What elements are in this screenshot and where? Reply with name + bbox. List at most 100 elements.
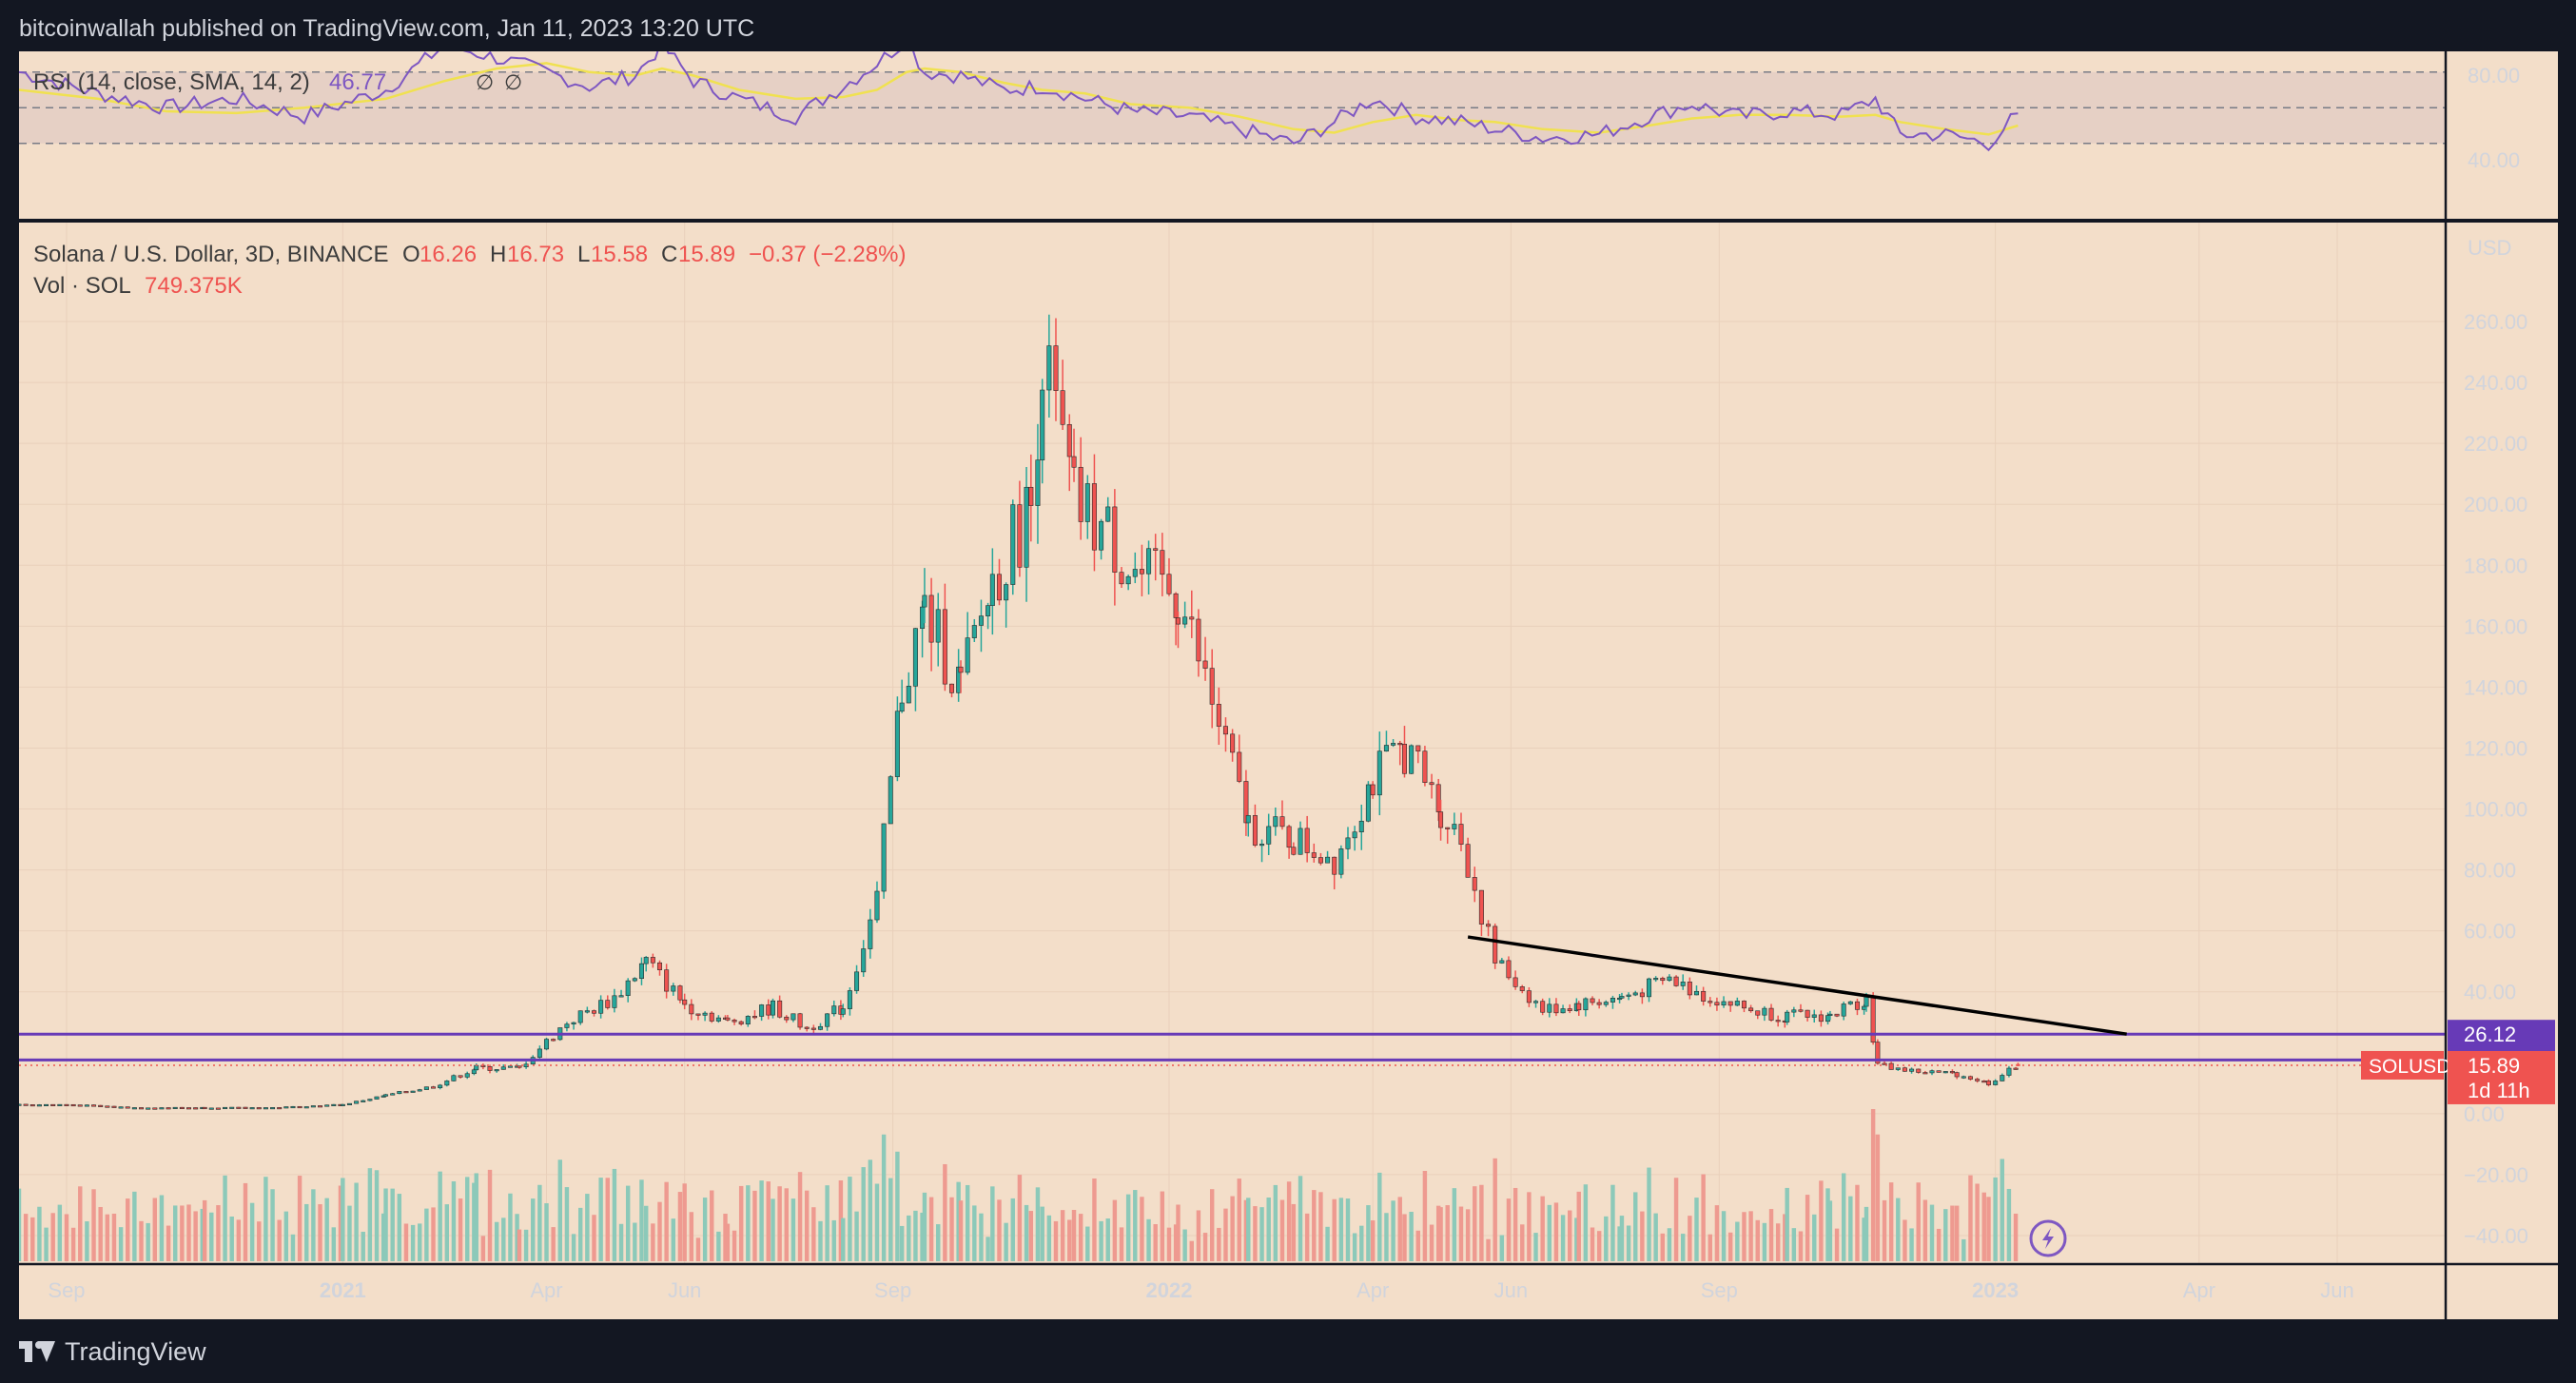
candle-body [1693,990,1700,996]
candle-body [179,1106,185,1110]
tradingview-logo[interactable]: TradingView [19,1333,206,1371]
candle-body [185,1107,192,1110]
candle-body [1017,504,1023,568]
volume-bar [958,1200,964,1261]
candle-body [1222,726,1228,735]
volume-bar [920,1212,925,1261]
candle-body [1365,784,1371,822]
volume-bar [1954,1205,1960,1261]
candle-body [777,1000,783,1018]
volume-bar [1176,1204,1181,1261]
lightning-icon[interactable] [2029,1219,2067,1257]
volume-bar [2006,1188,2012,1261]
candle-body [1942,1071,1948,1074]
candle-body [2000,1075,2005,1081]
volume-bar [263,1177,268,1261]
volume-bar [1667,1228,1672,1261]
volume-bar [341,1178,345,1261]
volume-bar [1291,1203,1297,1261]
candle-body [423,1086,429,1090]
volume-bar [1298,1176,1303,1261]
candle-body [1847,1001,1853,1004]
ohlc-legend: O 16.26 H 16.73 L 15.58 C 15.89 −0.37 (−2.28%) [402,242,906,267]
candle-body [1755,1010,1761,1016]
volume-bar [1533,1233,1538,1261]
volume-bar [324,1198,329,1261]
volume-bar [811,1207,816,1261]
volume-bar [848,1177,852,1261]
symbol-title: Solana / U.S. Dollar, 3D, BINANCE [33,242,388,267]
candle-body [84,1104,89,1107]
volume-bar [1805,1195,1810,1261]
volume-bar [1196,1210,1201,1261]
candle-body [1230,733,1236,753]
price-label: 140.00 [2464,675,2527,699]
candle-body [825,1013,830,1027]
volume-bar [1085,1226,1090,1261]
candle-body [1401,744,1408,774]
volume-bar [1429,1224,1434,1261]
candle-body [1687,982,1692,996]
candle-body [894,711,900,777]
candle-body [1091,483,1097,551]
candle-body [671,985,676,992]
volume-bar [523,1229,529,1261]
candle-body [1841,1003,1846,1017]
time-axis-label: 2023 [1972,1278,2019,1302]
candle-body [500,1066,506,1070]
volume-bar [965,1184,970,1261]
candle-body [702,1012,708,1016]
candle-body [577,1010,583,1023]
volume-bar [1916,1182,1921,1261]
candle-body [1291,847,1297,855]
candle-body [1438,811,1444,828]
candle-body [1961,1076,1966,1079]
price-label: 60.00 [2464,920,2516,944]
volume-bar [1279,1199,1285,1261]
candle-body [1727,1001,1733,1006]
volume-bar [1499,1235,1505,1261]
volume-bar [166,1225,171,1261]
candle-body [36,1104,42,1107]
volume-bar [605,1178,610,1261]
candle-body [57,1103,63,1106]
volume-bar [1576,1191,1581,1261]
candle-body [374,1096,380,1100]
volume-bar [710,1190,714,1261]
volume-bar [854,1211,859,1261]
volume-bar [1975,1183,1980,1261]
candle-body [804,1026,810,1029]
candle-body [361,1100,366,1102]
volume-bar [216,1205,221,1261]
volume-bars [19,1109,2019,1261]
candle-body [1391,743,1396,746]
candle-body [1352,831,1357,839]
candle-body [324,1104,330,1107]
volume-bar [1332,1198,1337,1261]
candle-body [1465,844,1471,878]
time-axis-label: Jun [668,1278,701,1302]
time-axis-label: 2022 [1146,1278,1193,1302]
publish-header: bitcoinwallah published on TradingView.c… [0,0,2576,51]
volume-bar [577,1207,583,1261]
price-label: 240.00 [2464,371,2527,395]
vol-value: 749.375K [145,273,243,299]
candle-body [98,1104,104,1107]
volume-bar [517,1229,522,1261]
volume-bar [956,1181,961,1261]
chart-canvas[interactable]: RSI (14, close, SMA, 14, 2) 46.77 ∅ ∅ So… [19,51,2558,1319]
time-axis-label: Apr [2183,1278,2215,1302]
volume-bar [1673,1178,1679,1261]
candle-body [1202,660,1208,669]
candle-body [1286,826,1292,848]
volume-bar [766,1181,771,1261]
candle-body [1567,1008,1572,1011]
volume-bar [418,1223,422,1261]
volume-bar [1882,1199,1887,1261]
volume-bar [1384,1213,1389,1261]
candle-body [682,999,688,1005]
volume-bar [1812,1214,1817,1261]
candle-body [1273,816,1278,828]
volume-bar [564,1187,570,1261]
volume-bar [290,1234,296,1261]
